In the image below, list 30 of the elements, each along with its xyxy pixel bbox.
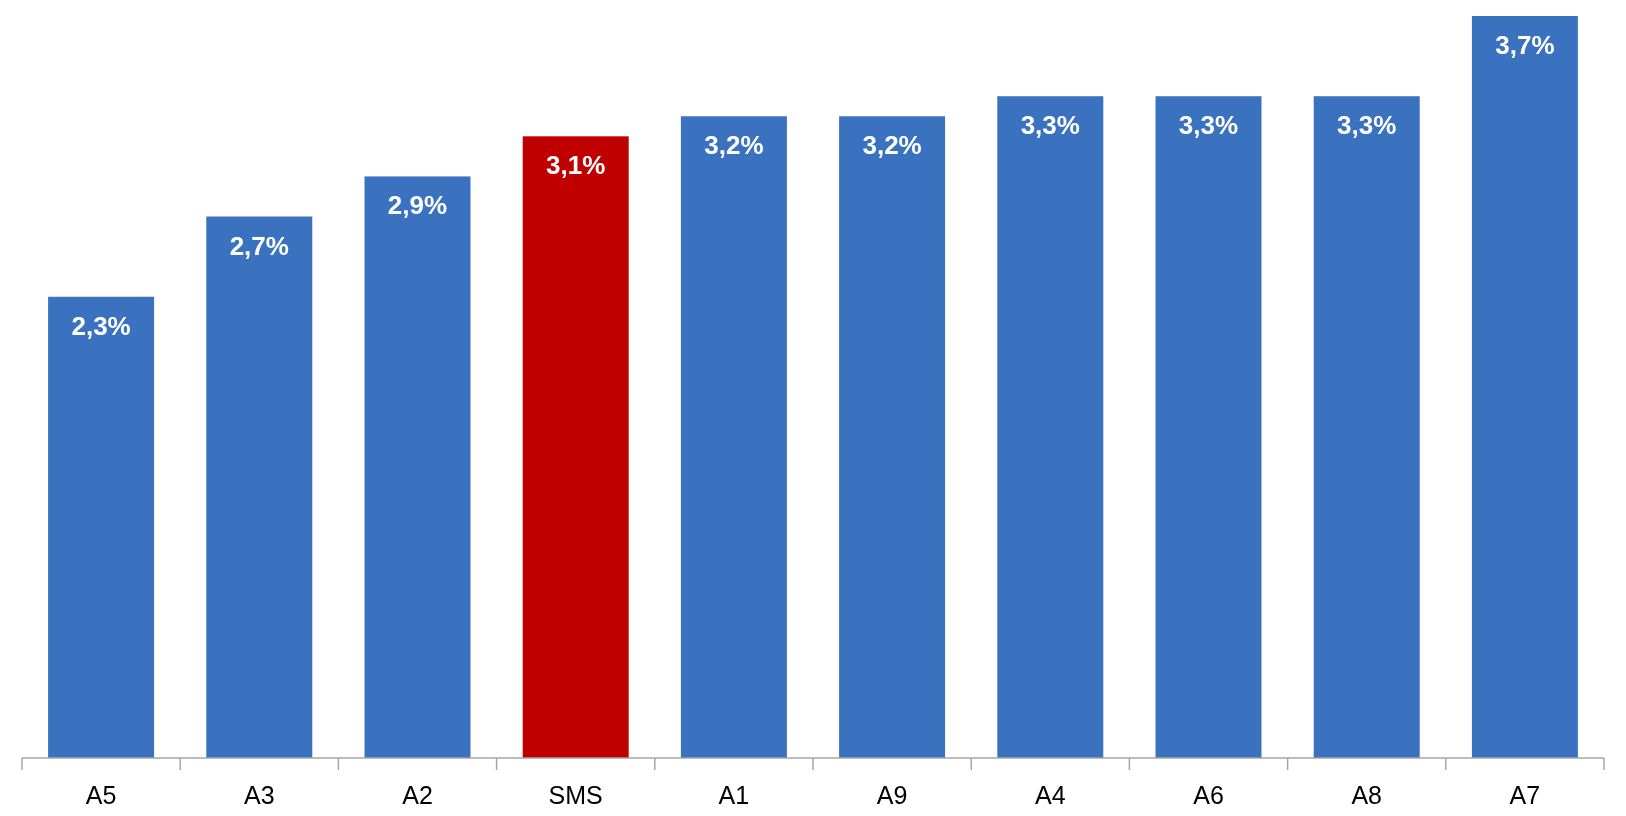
data-label: 3,7% [1495,30,1555,60]
bar [364,176,471,758]
x-tick-label: SMS [548,781,603,809]
x-tick-label: A4 [1035,781,1066,809]
bar [839,116,946,758]
bar [1155,96,1262,758]
x-tick-label: A3 [244,781,275,809]
data-label: 3,3% [1337,110,1397,141]
bar [206,216,313,758]
data-label: 3,2% [704,130,764,161]
data-label: 2,9% [387,190,448,221]
bar [680,116,787,758]
x-tick-label: A1 [718,781,750,809]
data-label: 3,1% [546,150,606,181]
bar [997,96,1104,758]
data-label: 3,3% [1178,110,1239,141]
x-tick-label: A8 [1351,781,1382,809]
x-tick-label: A9 [876,781,908,809]
x-tick-label: A6 [1193,781,1224,809]
data-label: 2,7% [229,230,289,261]
data-label: 2,3% [71,310,131,341]
data-label: 3,2% [862,130,922,161]
x-tick-label: A2 [402,781,433,809]
bar [1471,16,1578,758]
x-tick-label: A7 [1509,781,1541,809]
data-label: 3,3% [1020,110,1080,141]
bar [522,136,629,758]
x-tick-label: A5 [85,781,117,809]
bar [48,296,155,758]
bar [1313,96,1420,758]
